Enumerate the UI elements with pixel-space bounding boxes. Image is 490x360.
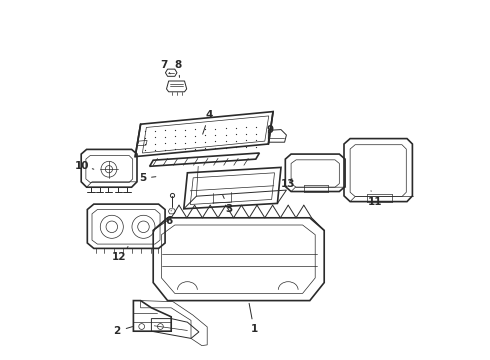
Text: 7: 7 xyxy=(160,60,170,74)
Text: 6: 6 xyxy=(166,211,173,226)
Text: 13: 13 xyxy=(281,179,295,189)
Text: 4: 4 xyxy=(203,110,213,134)
Text: 10: 10 xyxy=(75,161,94,171)
Text: 9: 9 xyxy=(267,125,274,139)
Text: 3: 3 xyxy=(223,195,232,214)
Text: 2: 2 xyxy=(114,326,132,336)
Text: 1: 1 xyxy=(249,303,258,334)
Text: 12: 12 xyxy=(112,247,128,262)
Text: 11: 11 xyxy=(368,191,383,207)
Text: 8: 8 xyxy=(175,60,182,77)
Text: 5: 5 xyxy=(139,173,156,183)
